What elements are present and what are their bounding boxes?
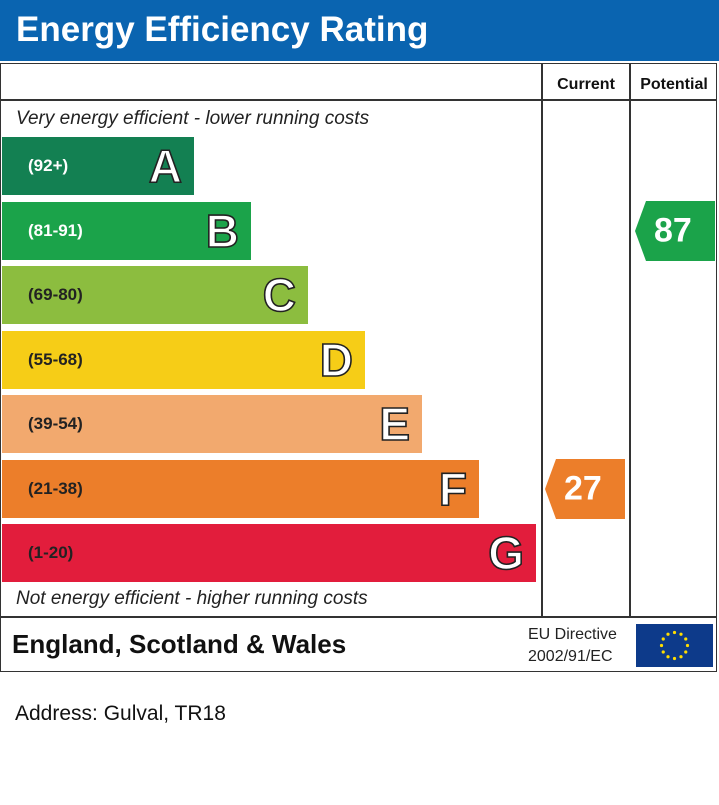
address-label: Address: Gulval, TR18 <box>15 702 226 725</box>
band-d: (55-68) D <box>2 330 365 389</box>
band-f: (21-38) F <box>2 459 479 518</box>
band-range-label: (21-38) <box>28 478 83 498</box>
band-b: (81-91) B <box>2 201 251 260</box>
band-letter-label: B <box>205 204 240 258</box>
band-letter-label: E <box>379 397 411 451</box>
band-letter-label: A <box>148 139 183 193</box>
potential-rating-arrow: 87 <box>635 200 715 261</box>
band-range-label: (55-68) <box>28 349 83 369</box>
band-c: (69-80) C <box>2 266 308 324</box>
band-a: (92+) A <box>2 137 194 195</box>
region-label: England, Scotland & Wales <box>12 629 347 659</box>
footer-row-divider <box>0 616 717 618</box>
band-range-label: (1-20) <box>28 543 74 562</box>
potential-column-header: Potential <box>640 76 708 93</box>
chart-title: Energy Efficiency Rating <box>16 10 429 49</box>
current-rating-arrow: 27 <box>545 458 625 519</box>
band-letter-label: F <box>438 462 468 516</box>
band-e: (39-54) E <box>2 395 422 453</box>
band-range-label: (92+) <box>28 156 69 175</box>
directive-line-1: EU Directive <box>528 626 617 643</box>
band-range-label: (39-54) <box>28 414 83 433</box>
inefficient-note: Not energy efficient - higher running co… <box>16 588 368 609</box>
band-letter-label: C <box>262 268 297 322</box>
band-letter-label: G <box>487 526 524 580</box>
efficient-note: Very energy efficient - lower running co… <box>16 108 370 129</box>
current-column-header: Current <box>557 76 615 93</box>
potential-rating-arrow-value: 87 <box>654 211 692 249</box>
band-range-label: (69-80) <box>28 285 83 304</box>
header-bar: Energy Efficiency Rating <box>0 0 719 61</box>
rating-frame <box>0 63 717 672</box>
current-rating-arrow-value: 27 <box>564 469 602 507</box>
eu-flag-icon <box>636 624 713 667</box>
band-range-label: (81-91) <box>28 220 83 240</box>
column-divider-potential <box>629 64 631 617</box>
directive-line-2: 2002/91/EC <box>528 648 613 665</box>
column-divider-current <box>541 64 543 617</box>
band-letter-label: D <box>319 333 354 387</box>
header-row-divider <box>0 99 717 101</box>
band-g: (1-20) G <box>2 524 536 582</box>
